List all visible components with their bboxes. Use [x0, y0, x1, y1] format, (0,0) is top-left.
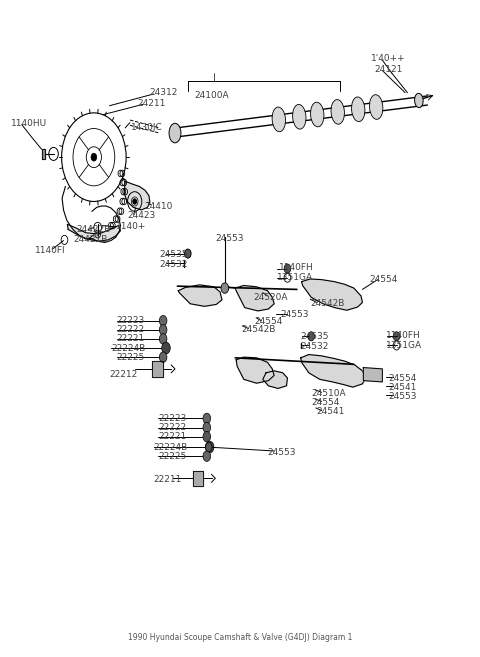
Text: 24312: 24312: [150, 88, 178, 97]
Circle shape: [159, 325, 167, 335]
Text: 24535: 24535: [159, 250, 188, 259]
Polygon shape: [236, 357, 274, 383]
Text: 24535: 24535: [301, 332, 329, 341]
Bar: [185, 251, 190, 256]
Text: 1'40++: 1'40++: [371, 54, 405, 62]
Text: 1990 Hyundai Scoupe Camshaft & Valve (G4DJ) Diagram 1: 1990 Hyundai Scoupe Camshaft & Valve (G4…: [128, 633, 352, 643]
Text: 22225: 22225: [158, 451, 187, 461]
Polygon shape: [42, 148, 46, 159]
Text: 24554: 24554: [388, 374, 417, 382]
Text: 1430JC: 1430JC: [131, 124, 163, 132]
Text: 1140FI: 1140FI: [35, 246, 66, 255]
Text: 22222: 22222: [158, 423, 187, 432]
Circle shape: [203, 451, 211, 461]
Polygon shape: [263, 371, 288, 388]
Text: 24554: 24554: [254, 317, 283, 327]
Text: 24211: 24211: [137, 99, 166, 108]
Polygon shape: [67, 224, 120, 241]
Text: 22212: 22212: [109, 370, 138, 378]
Text: 24554: 24554: [311, 398, 339, 407]
Text: 1351GA: 1351GA: [386, 341, 422, 350]
Text: 24532: 24532: [301, 342, 329, 351]
Text: 1140FH: 1140FH: [386, 330, 421, 340]
Text: 22211: 22211: [154, 475, 182, 484]
Text: 22222: 22222: [117, 325, 145, 334]
Ellipse shape: [415, 93, 423, 108]
Polygon shape: [152, 361, 163, 376]
Text: 24100A: 24100A: [194, 91, 229, 100]
Circle shape: [205, 442, 214, 453]
Text: 1140FH: 1140FH: [279, 263, 313, 272]
Polygon shape: [124, 181, 150, 210]
Ellipse shape: [293, 104, 306, 129]
Ellipse shape: [331, 100, 345, 124]
Circle shape: [159, 334, 167, 344]
Text: 24541: 24541: [316, 407, 344, 417]
Circle shape: [393, 332, 400, 341]
Text: 24422B: 24422B: [76, 225, 110, 234]
Polygon shape: [192, 470, 203, 486]
Text: 24121: 24121: [374, 65, 403, 74]
Circle shape: [133, 199, 137, 204]
Text: 24542B: 24542B: [310, 299, 345, 308]
Circle shape: [203, 413, 211, 424]
Polygon shape: [179, 285, 222, 306]
Text: 22224B: 22224B: [154, 443, 188, 451]
Text: 24553: 24553: [388, 392, 417, 401]
Ellipse shape: [370, 95, 383, 120]
Text: 24421B: 24421B: [73, 235, 108, 244]
Circle shape: [203, 432, 211, 442]
Text: 22225: 22225: [117, 353, 145, 361]
Text: 22223: 22223: [158, 414, 187, 423]
Text: 1140HU: 1140HU: [12, 120, 48, 129]
Text: 24553: 24553: [267, 448, 296, 457]
Text: 24520A: 24520A: [253, 293, 288, 302]
Text: 24553: 24553: [281, 309, 309, 319]
Text: 22221: 22221: [117, 334, 145, 344]
Ellipse shape: [272, 107, 286, 131]
Polygon shape: [301, 355, 366, 387]
Text: 22223: 22223: [117, 316, 145, 325]
Text: 24554: 24554: [369, 275, 397, 284]
Circle shape: [203, 422, 211, 433]
Polygon shape: [235, 286, 274, 311]
Circle shape: [162, 342, 170, 354]
Text: 24553: 24553: [216, 234, 244, 243]
Text: 22221: 22221: [158, 432, 187, 441]
Text: 24541: 24541: [388, 382, 417, 392]
Circle shape: [284, 264, 291, 273]
Ellipse shape: [169, 124, 181, 143]
Circle shape: [205, 443, 212, 451]
Ellipse shape: [311, 102, 324, 127]
Circle shape: [308, 332, 314, 341]
Text: 22224B: 22224B: [111, 344, 145, 353]
Text: 24510A: 24510A: [311, 389, 346, 398]
Ellipse shape: [351, 97, 365, 122]
Text: 24423: 24423: [127, 212, 156, 220]
Polygon shape: [363, 367, 383, 382]
Circle shape: [159, 352, 167, 363]
Circle shape: [184, 249, 191, 258]
Circle shape: [221, 283, 228, 293]
Polygon shape: [301, 279, 362, 310]
Text: 24542B: 24542B: [241, 325, 276, 334]
Text: 1140+: 1140+: [116, 222, 146, 231]
Text: 1351GA: 1351GA: [277, 273, 313, 283]
Circle shape: [91, 153, 96, 161]
Text: 24532: 24532: [159, 260, 188, 269]
Circle shape: [159, 315, 167, 326]
Text: 24410: 24410: [144, 202, 172, 210]
